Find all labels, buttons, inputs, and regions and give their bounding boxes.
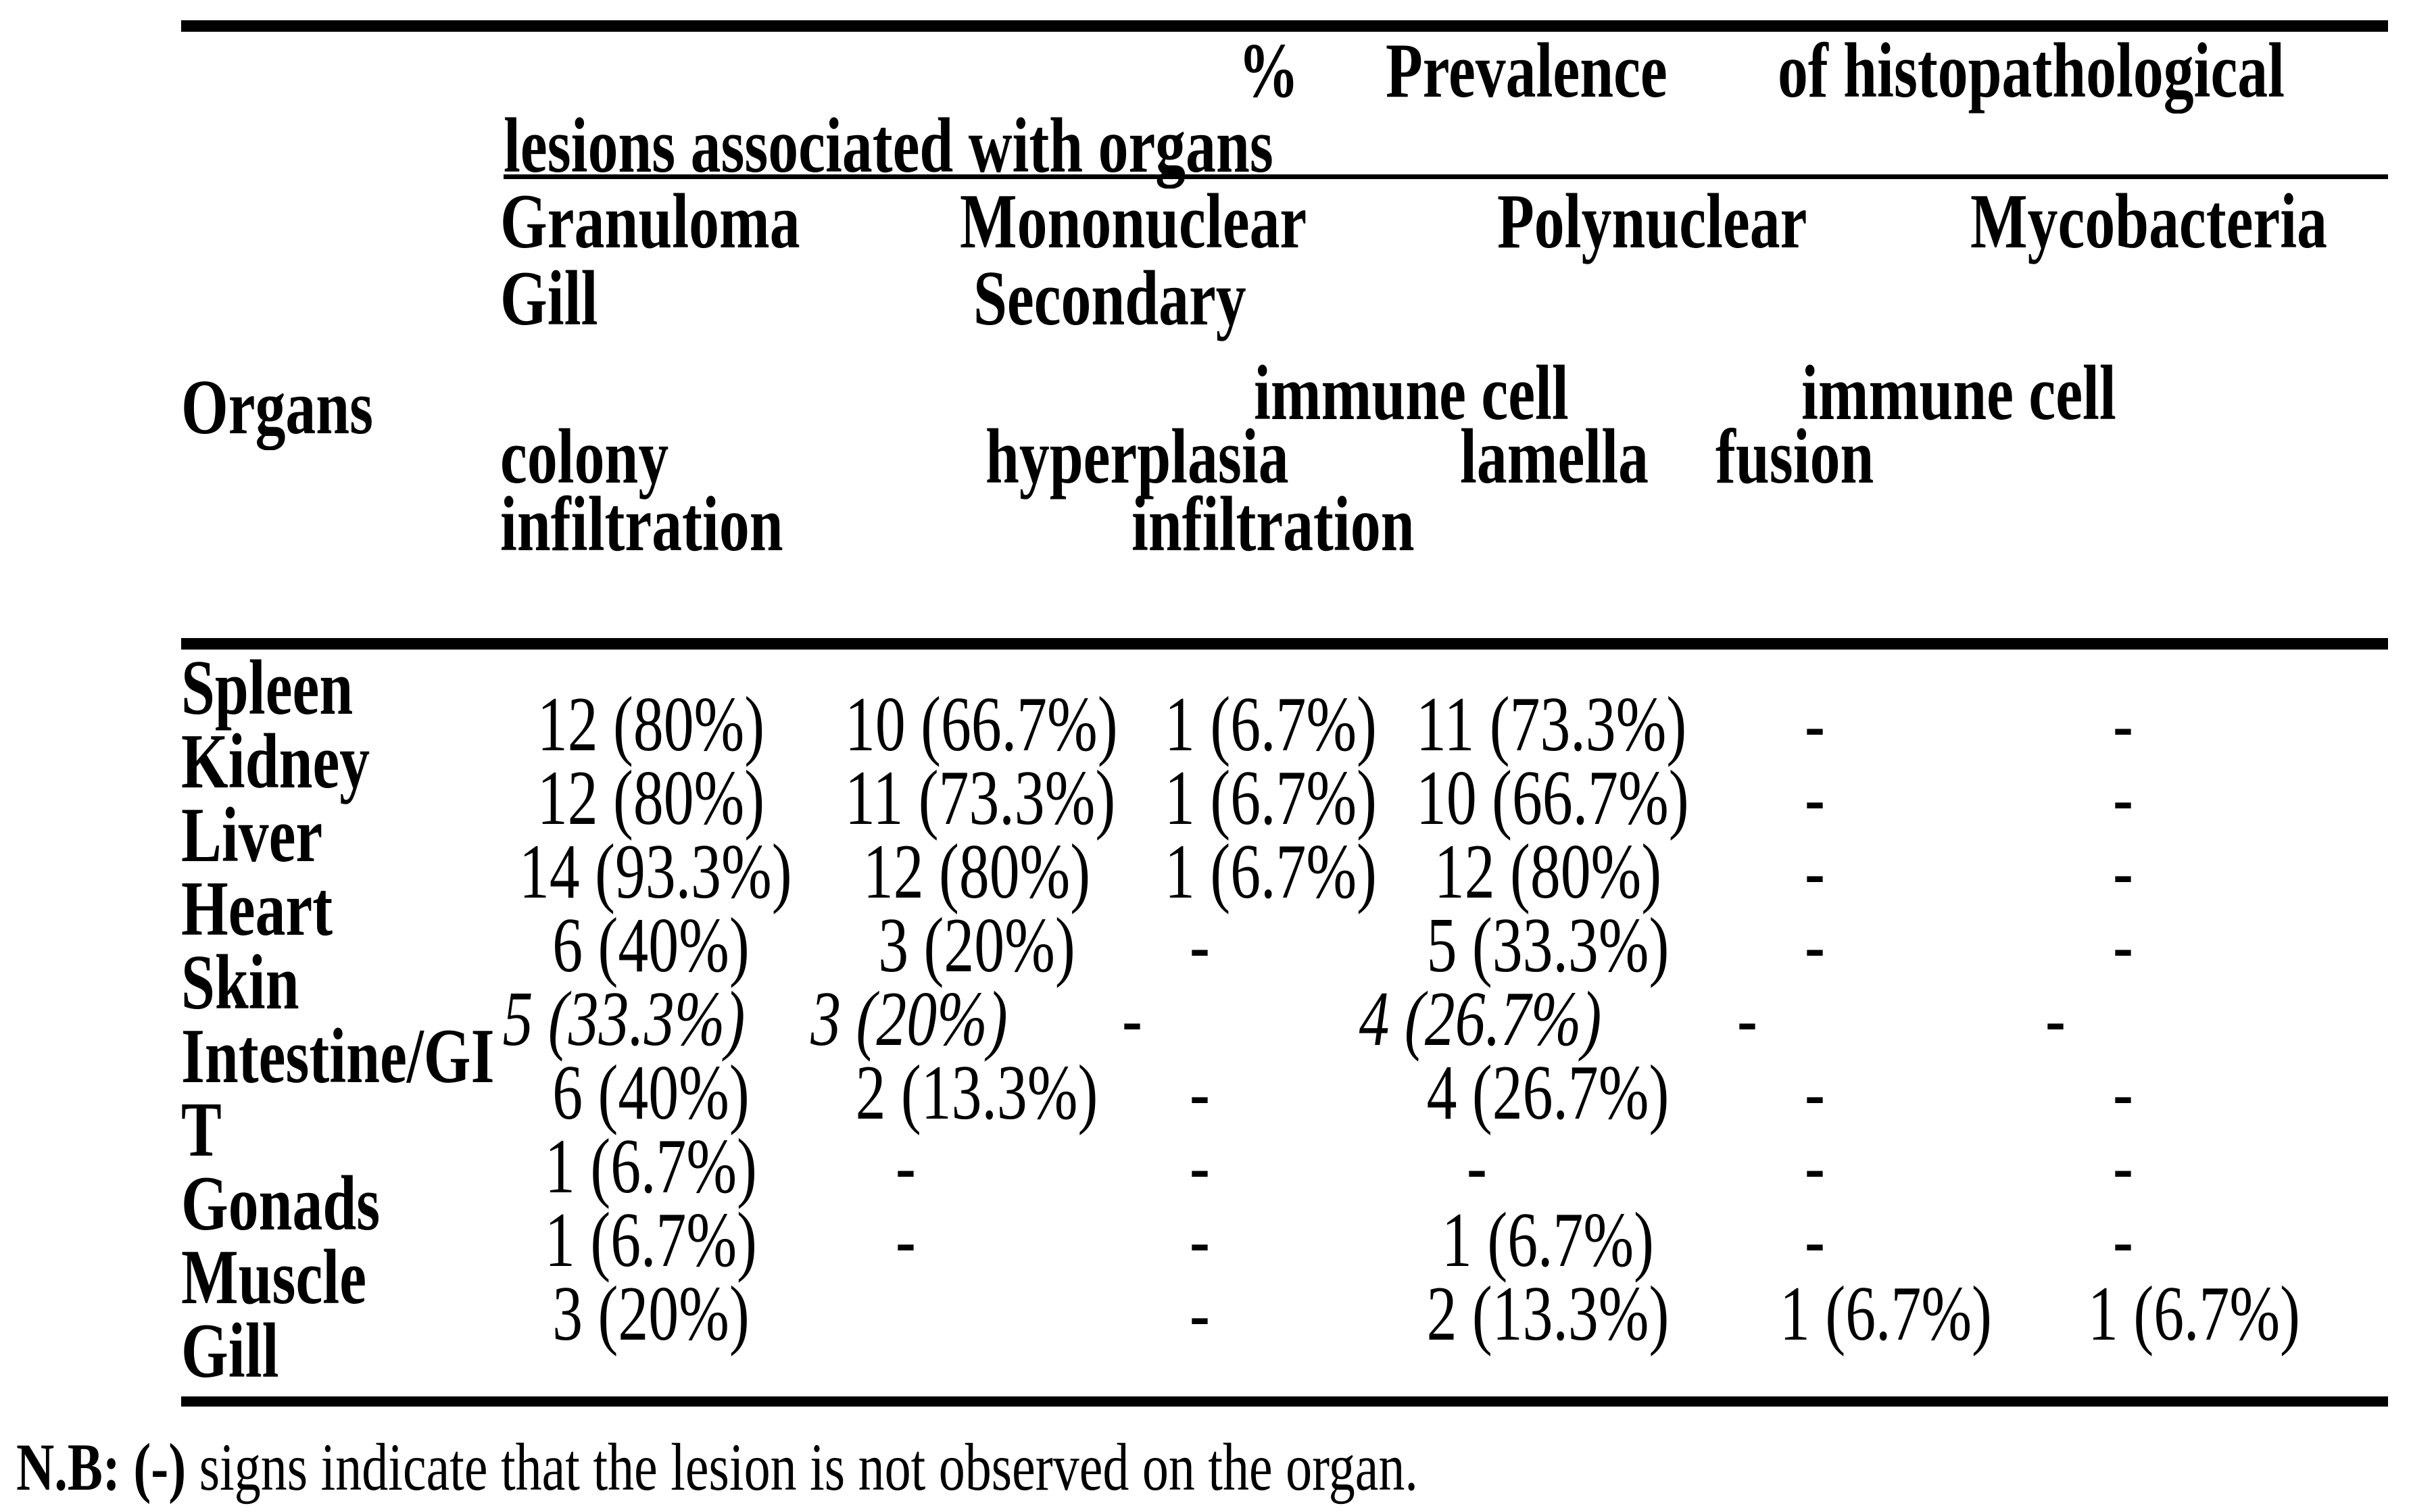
col-header-fusion: fusion <box>1715 414 1874 499</box>
organ-label: Intestine/GI <box>181 1013 495 1099</box>
table-cell-dash: - <box>1805 755 1825 841</box>
col-header-infiltration: infiltration <box>1131 481 1415 567</box>
table-cell: 2 (13.3%) <box>1426 1271 1670 1357</box>
table-cell-dash: - <box>1805 1197 1825 1283</box>
table-cell-dash: - <box>896 1197 916 1283</box>
organ-label: Kidney <box>181 718 370 804</box>
header-divider-rule <box>504 174 2388 179</box>
footnote: N.B: (-) signs indicate that the lesion … <box>16 1428 1418 1506</box>
table-title-word: Prevalence <box>1386 28 1668 114</box>
organ-label: Spleen <box>181 645 354 731</box>
organ-label: Heart <box>181 866 333 952</box>
organ-label: Muscle <box>181 1234 367 1320</box>
table-cell: 12 (80%) <box>862 829 1091 914</box>
table-cell: 12 (80%) <box>1434 829 1662 914</box>
mid-rule <box>181 638 2388 650</box>
table-cell: 1 (6.7%) <box>2088 1271 2300 1357</box>
col-header-secondary: Secondary <box>973 255 1246 341</box>
table-cell: 14 (93.3%) <box>519 829 792 914</box>
table-cell: 1 (6.7%) <box>1165 681 1377 767</box>
table-cell: 12 (80%) <box>537 681 765 767</box>
table-cell-dash: - <box>1190 1050 1210 1136</box>
col-header-immune-cell: immune cell <box>1254 350 1569 436</box>
table-cell-dash: - <box>1805 902 1825 988</box>
table-cell-dash: - <box>2113 829 2133 914</box>
row-header-organs: Organs <box>181 364 374 450</box>
table-cell-dash: - <box>1190 902 1210 988</box>
table-cell-dash: - <box>2113 1050 2133 1136</box>
table-cell-dash: - <box>1805 1123 1825 1209</box>
table-cell: 6 (40%) <box>552 1050 750 1136</box>
col-header-lamella: lamella <box>1460 414 1649 499</box>
table-cell: 1 (6.7%) <box>1165 755 1377 841</box>
table-cell-dash: - <box>1190 1271 1210 1357</box>
table-cell-dash: - <box>2113 1123 2133 1209</box>
bottom-rule <box>181 1396 2388 1407</box>
footnote-text: signs indicate that the lesion is not ob… <box>186 1430 1418 1505</box>
table-cell-dash: - <box>2113 1197 2133 1283</box>
col-header-polynuclear: Polynuclear <box>1497 178 1807 264</box>
col-header-immune-cell: immune cell <box>1801 350 2116 436</box>
table-cell: 12 (80%) <box>537 755 765 841</box>
table-cell-dash: - <box>1805 1050 1825 1136</box>
table-cell-dash: - <box>2113 902 2133 988</box>
table-cell-dash: - <box>2113 755 2133 841</box>
table-cell: 6 (40%) <box>552 902 750 988</box>
table-cell: 5 (33.3%) <box>1426 902 1670 988</box>
table-title-word: of histopathological <box>1778 28 2285 114</box>
table-cell: 10 (66.7%) <box>1416 755 1689 841</box>
table-cell-dash: - <box>1805 829 1825 914</box>
table-cell: 4 (26.7%) <box>1359 976 1602 1062</box>
table-cell-dash: - <box>2045 976 2066 1062</box>
table-cell: 1 (6.7%) <box>1442 1197 1654 1283</box>
col-header-mycobacteria: Mycobacteria <box>1970 178 2327 264</box>
table-cell: 1 (6.7%) <box>545 1197 757 1283</box>
organ-label: T <box>181 1087 222 1173</box>
col-header-mononuclear: Mononuclear <box>960 178 1307 264</box>
table-cell-dash: - <box>896 1123 916 1209</box>
table-cell-dash: - <box>1190 1123 1210 1209</box>
organ-label: Gonads <box>181 1161 381 1246</box>
organ-label: Gill <box>181 1308 279 1394</box>
table-cell: 2 (13.3%) <box>855 1050 1098 1136</box>
top-rule <box>181 20 2388 32</box>
col-header-hyperplasia: hyperplasia <box>985 414 1289 499</box>
table-cell: 3 (20%) <box>878 902 1075 988</box>
table-cell: 1 (6.7%) <box>1165 829 1377 914</box>
table-cell: 10 (66.7%) <box>845 681 1118 767</box>
table-cell: 4 (26.7%) <box>1426 1050 1670 1136</box>
table-cell: 3 (20%) <box>552 1271 750 1357</box>
col-header-gill: Gill <box>500 255 598 341</box>
footnote-bold: N.B: (-) <box>16 1430 187 1505</box>
table-cell-dash: - <box>1122 976 1142 1062</box>
table-cell: 3 (20%) <box>810 976 1008 1062</box>
table-cell: 1 (6.7%) <box>545 1123 757 1209</box>
table-title-line2: lesions associated with organs <box>504 103 1273 189</box>
table-cell: 1 (6.7%) <box>1780 1271 1992 1357</box>
table-cell-dash: - <box>1737 976 1757 1062</box>
organ-label: Liver <box>181 792 323 878</box>
col-header-infiltration: infiltration <box>500 481 783 567</box>
organ-label: Skin <box>181 940 299 1025</box>
table-cell: 5 (33.3%) <box>502 976 746 1062</box>
table-title-percent: % <box>1238 28 1299 114</box>
table-cell-dash: - <box>2113 681 2133 767</box>
table-cell-dash: - <box>1805 681 1825 767</box>
col-header-granuloma: Granuloma <box>500 178 800 264</box>
table-cell: 11 (73.3%) <box>845 755 1116 841</box>
table-cell-dash: - <box>1190 1197 1210 1283</box>
table-cell: 11 (73.3%) <box>1416 681 1687 767</box>
col-header-colony: colony <box>500 414 669 499</box>
table-cell-dash: - <box>1467 1123 1487 1209</box>
